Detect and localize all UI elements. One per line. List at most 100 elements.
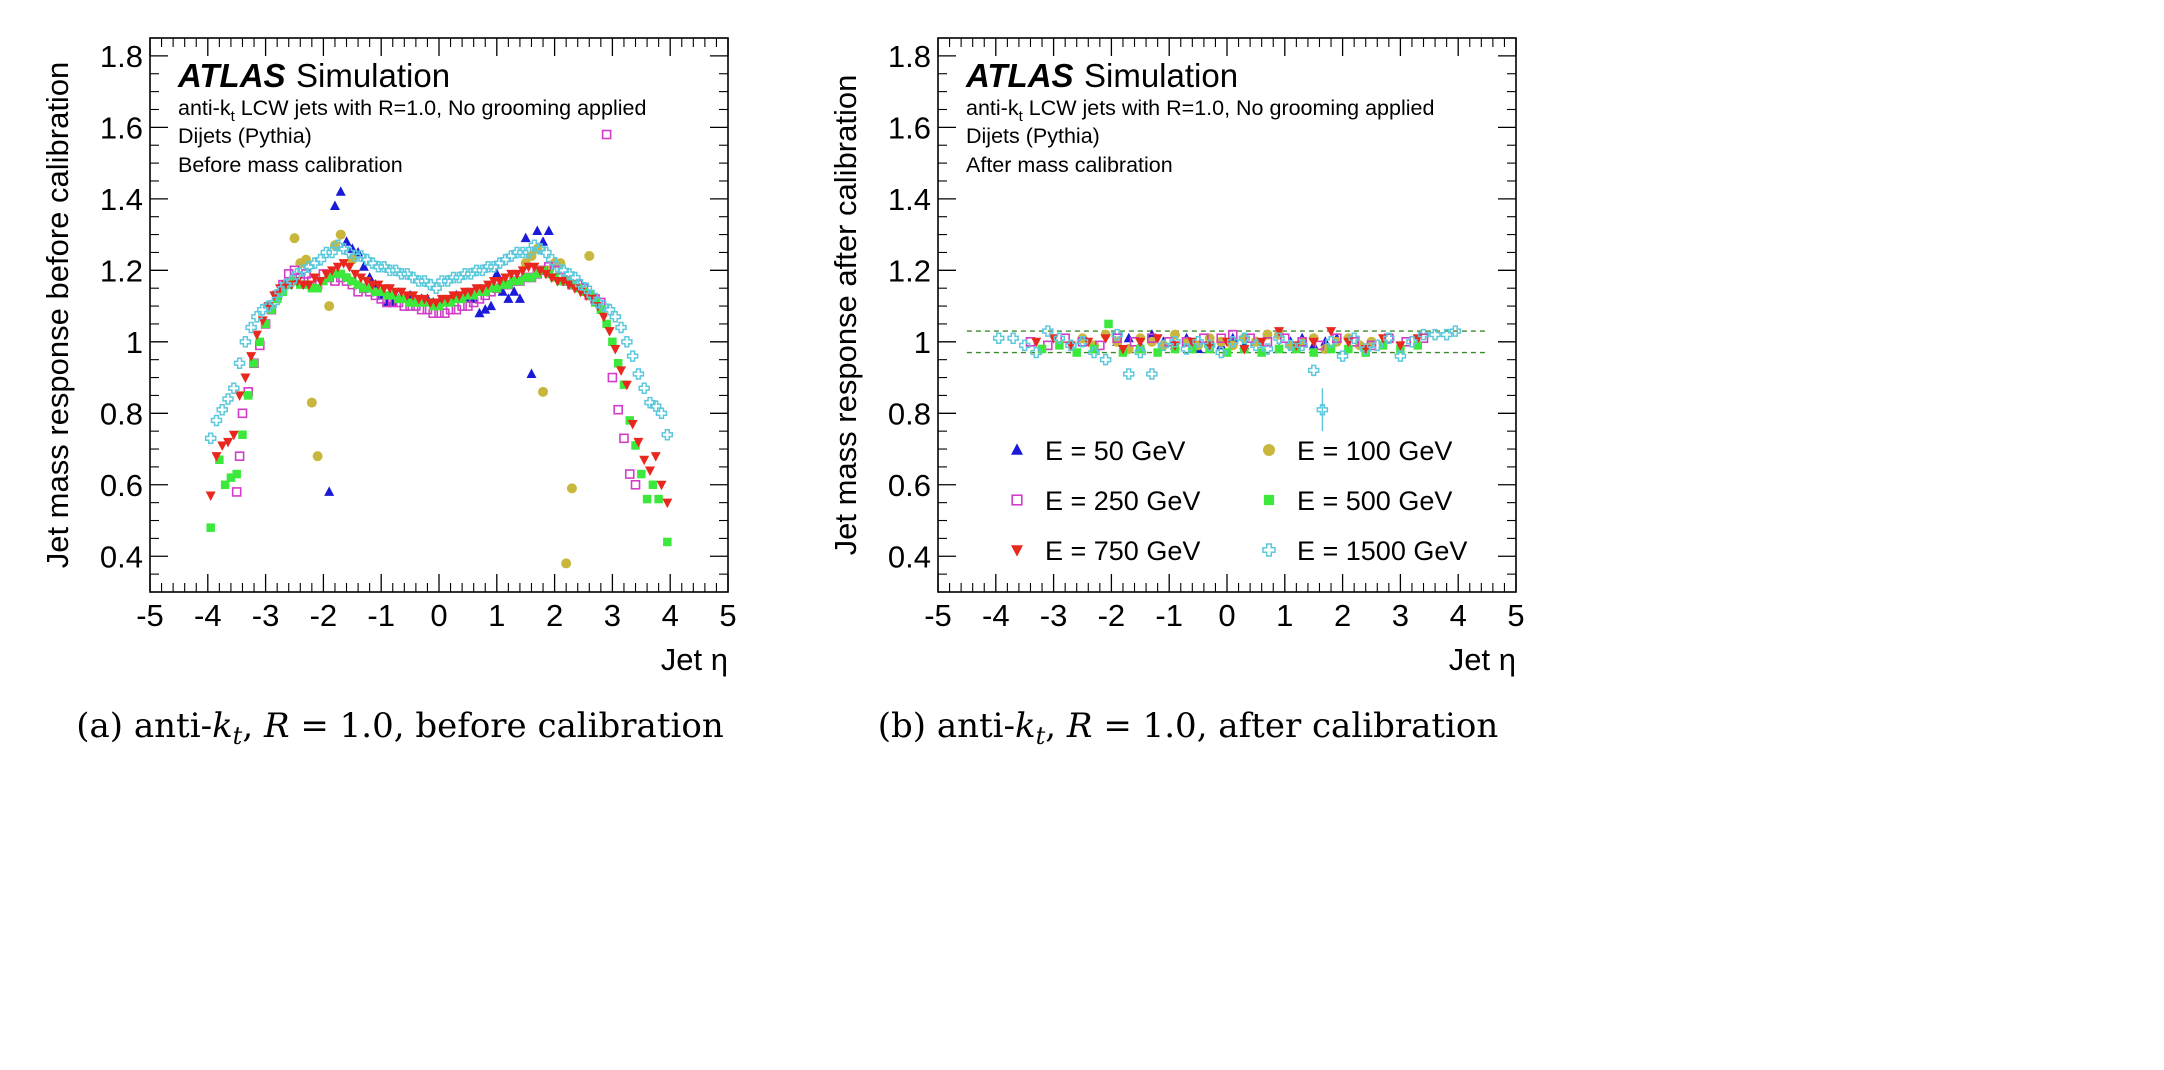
data-point — [483, 280, 494, 291]
legend-marker — [1263, 494, 1275, 506]
data-point — [626, 350, 639, 362]
data-point — [411, 298, 421, 307]
data-point — [616, 366, 627, 376]
x-tick-label: 5 — [1507, 598, 1524, 633]
data-point — [512, 269, 523, 280]
y-tick-label: 1.6 — [888, 110, 931, 145]
data-point — [228, 430, 239, 441]
data-point — [1215, 346, 1227, 359]
jet-definition-prefix: anti-k — [966, 96, 1019, 120]
data-point — [329, 200, 340, 210]
data-point — [309, 273, 320, 283]
data-point — [1325, 336, 1337, 348]
data-point — [540, 269, 551, 280]
panel-after-calibration: -5 -4 -3 -2 -1 0 1 2 3 4 5 0.4 0.6 0.8 1 1.2 1.4 1.6 1.8 Je… — [828, 37, 1525, 750]
x-tick-label: -5 — [136, 598, 164, 633]
data-point — [564, 280, 575, 291]
data-point — [1227, 340, 1238, 351]
data-point — [529, 262, 540, 273]
data-point — [491, 268, 502, 278]
data-point — [234, 451, 245, 461]
data-point — [371, 287, 380, 297]
data-point — [1309, 348, 1318, 357]
data-point — [419, 294, 430, 305]
data-point — [1136, 344, 1145, 354]
data-point — [245, 321, 257, 334]
legend-marker — [1011, 494, 1023, 506]
data-point — [1060, 333, 1070, 344]
data-point — [240, 373, 251, 384]
data-point — [1274, 327, 1285, 337]
data-point — [1007, 332, 1019, 344]
data-point — [244, 391, 253, 400]
data-point — [1117, 344, 1128, 355]
x-tick-label: 4 — [662, 598, 679, 633]
x-tick-label: 0 — [1218, 598, 1235, 633]
data-point — [222, 393, 234, 405]
data-point — [509, 286, 520, 296]
data-point — [312, 451, 323, 462]
data-point — [1018, 339, 1031, 352]
data-point — [1239, 344, 1250, 355]
x-tick-label: 2 — [546, 598, 563, 633]
data-point — [434, 301, 444, 311]
data-point — [285, 275, 298, 287]
data-point — [498, 280, 507, 289]
data-point — [1053, 332, 1066, 344]
data-point — [474, 307, 485, 318]
data-point — [1394, 350, 1407, 362]
data-point — [566, 483, 577, 494]
data-point — [1284, 339, 1297, 352]
series-750-gev — [205, 259, 673, 509]
legend-marker — [1011, 443, 1023, 455]
x-tick-label: 3 — [1392, 598, 1409, 633]
data-point — [205, 491, 216, 501]
x-tick-label: -5 — [924, 598, 952, 633]
data-point — [217, 441, 228, 451]
data-point — [330, 269, 340, 279]
data-point — [234, 391, 245, 401]
data-point — [504, 280, 513, 289]
data-point — [457, 294, 467, 304]
data-point — [1326, 344, 1336, 354]
data-point — [430, 282, 442, 294]
data-point — [613, 404, 623, 415]
data-point — [621, 380, 632, 391]
series-1500-gev — [992, 325, 1462, 416]
data-point — [1378, 341, 1388, 350]
y-axis-label: Jet mass response after calibration — [828, 75, 863, 556]
data-point — [313, 283, 322, 293]
x-tick-label: 0 — [430, 598, 447, 633]
y-tick-label: 0.6 — [888, 468, 931, 503]
data-point — [648, 480, 658, 490]
x-axis-label: Jet η — [661, 642, 728, 677]
data-point — [644, 466, 655, 476]
series-50-gev — [324, 186, 554, 496]
data-point — [463, 291, 473, 300]
data-point — [1429, 328, 1441, 341]
jet-definition-subscript: t — [231, 108, 236, 125]
data-point — [233, 357, 246, 370]
data-point — [1406, 336, 1418, 348]
data-point — [1344, 344, 1353, 354]
data-point — [344, 262, 355, 273]
data-point — [1413, 341, 1422, 350]
data-point — [1104, 319, 1113, 329]
y-tick-label: 1 — [126, 325, 143, 360]
data-point — [324, 301, 335, 312]
data-point — [602, 319, 611, 329]
data-point — [342, 273, 351, 282]
data-point — [204, 432, 217, 445]
data-point — [358, 261, 369, 271]
caption-part: R — [1066, 706, 1093, 746]
jet-definition-subscript: t — [1019, 108, 1024, 125]
data-point — [532, 225, 543, 236]
data-point — [1308, 337, 1319, 348]
x-tick-label: 4 — [1450, 598, 1467, 633]
data-point — [492, 283, 502, 293]
data-point — [326, 246, 338, 259]
legend: E = 50 GeV E = 100 GeV E = 250 GeV E = 500 … — [1011, 436, 1467, 566]
data-point — [1261, 343, 1274, 355]
x-tick-label: 3 — [604, 598, 621, 633]
data-point — [650, 452, 661, 462]
